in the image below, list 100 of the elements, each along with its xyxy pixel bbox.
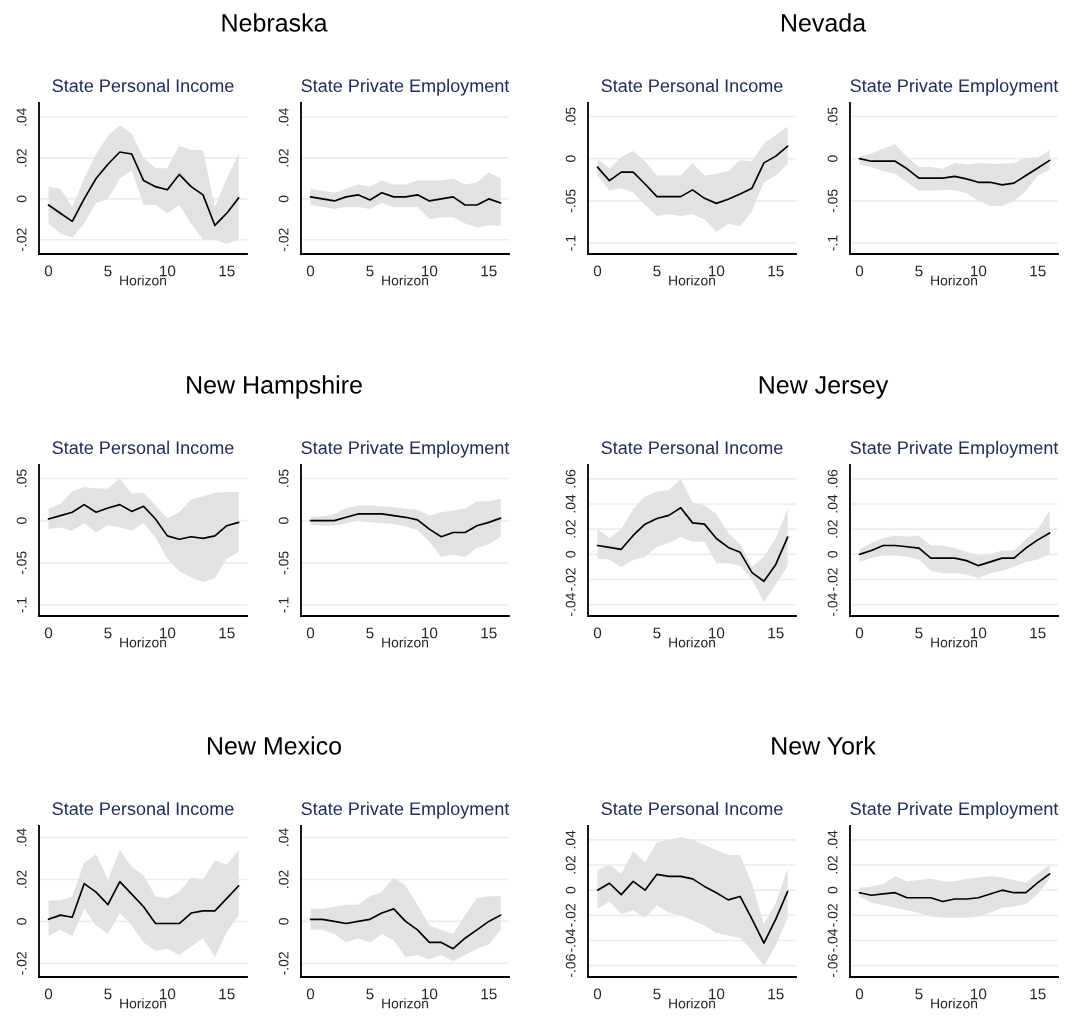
y-tick-label: .05 xyxy=(16,469,27,487)
x-tick-label: 10 xyxy=(709,265,725,277)
y-tick-label: -.02 xyxy=(278,952,289,975)
x-tick-label: 5 xyxy=(915,627,923,639)
line-series xyxy=(309,908,502,950)
x-tick-label: 0 xyxy=(44,627,53,639)
y-tick-label: 0 xyxy=(565,551,576,558)
chart-title: State Personal Income xyxy=(52,440,234,455)
y-tick-label: .04 xyxy=(278,108,289,126)
x-tick-label: 15 xyxy=(219,988,235,1000)
x-tick-label: 5 xyxy=(653,627,661,639)
y-tick-label: 0 xyxy=(16,195,27,203)
x-tick-label: 10 xyxy=(160,627,176,639)
y-tick-label: .02 xyxy=(278,149,289,167)
x-tick-label: 10 xyxy=(422,988,438,1000)
y-tick-label: -.02 xyxy=(827,904,838,927)
y-tick-label: .04 xyxy=(565,830,576,849)
x-axis-title: Horizon xyxy=(669,637,716,648)
y-tick-label: -.04 xyxy=(827,928,838,952)
x-tick-label: 0 xyxy=(593,265,602,277)
x-tick-label: 10 xyxy=(709,988,725,1000)
line-series xyxy=(596,145,789,205)
y-tick-label: -.1 xyxy=(278,597,289,613)
line-series xyxy=(596,873,789,944)
x-axis-title: Horizon xyxy=(382,998,429,1009)
chart-title: State Private Employment xyxy=(301,78,510,96)
x-tick-label: 5 xyxy=(653,988,661,1000)
x-tick-label: 0 xyxy=(44,265,53,277)
x-tick-label: 0 xyxy=(306,627,315,639)
y-tick-label: -.02 xyxy=(827,568,838,591)
x-tick-label: 0 xyxy=(855,988,864,1000)
line-series xyxy=(858,532,1051,567)
y-tick-label: -.06 xyxy=(827,954,838,978)
chart-title: State Private Employment xyxy=(301,801,510,819)
x-axis-title: Horizon xyxy=(120,637,167,648)
y-tick-label: 0 xyxy=(16,517,27,524)
chart-title: State Private Employment xyxy=(850,78,1059,96)
chart-title: State Private Employment xyxy=(301,440,510,458)
x-tick-label: 5 xyxy=(366,627,374,639)
chart-title: State Private Employment xyxy=(850,801,1059,819)
x-axis-title: Horizon xyxy=(120,275,167,286)
y-tick-label: 0 xyxy=(827,155,838,162)
y-tick-label: -.1 xyxy=(827,235,838,251)
x-tick-label: 5 xyxy=(653,265,661,277)
y-tick-label: 0 xyxy=(565,886,576,894)
y-tick-label: .04 xyxy=(16,108,27,126)
y-tick-label: -.02 xyxy=(565,904,576,927)
text: New Hampshire xyxy=(187,375,362,399)
x-tick-label: 10 xyxy=(160,988,176,1000)
y-tick-label: 0 xyxy=(565,155,576,162)
y-tick-label: 0 xyxy=(278,918,289,925)
y-tick-label: .05 xyxy=(278,469,289,487)
y-tick-label: .05 xyxy=(565,107,576,125)
x-tick-label: 5 xyxy=(104,627,112,639)
line-series xyxy=(309,513,502,538)
x-tick-label: 10 xyxy=(709,627,725,639)
x-tick-label: 15 xyxy=(768,988,784,1000)
x-tick-label: 10 xyxy=(422,265,438,277)
chart-title: State Private Employment xyxy=(850,440,1059,458)
x-tick-label: 15 xyxy=(768,265,784,277)
text: Nevada xyxy=(781,13,867,32)
x-tick-label: 0 xyxy=(306,265,315,277)
y-tick-label: -.05 xyxy=(565,189,576,213)
y-tick-label: .02 xyxy=(16,870,27,888)
y-tick-label: -.05 xyxy=(827,189,838,213)
x-tick-label: 0 xyxy=(855,265,864,277)
x-tick-label: 10 xyxy=(971,265,987,277)
y-tick-label: 0 xyxy=(827,551,838,558)
y-tick-label: .04 xyxy=(827,494,838,513)
y-tick-label: 0 xyxy=(16,918,27,925)
text: New Jersey xyxy=(759,376,889,399)
line-series xyxy=(309,191,502,206)
line-series xyxy=(858,157,1051,186)
y-tick-label: .06 xyxy=(827,469,838,488)
y-tick-label: .02 xyxy=(278,870,289,888)
y-tick-label: -.05 xyxy=(278,551,289,575)
x-axis-title: Horizon xyxy=(669,998,716,1009)
y-tick-label: -.1 xyxy=(16,597,27,613)
line-series xyxy=(858,872,1051,903)
x-tick-label: 5 xyxy=(915,265,923,277)
y-tick-label: -.02 xyxy=(16,228,27,252)
x-tick-label: 5 xyxy=(366,265,374,277)
y-tick-label: .04 xyxy=(827,830,838,849)
x-tick-label: 0 xyxy=(44,988,53,1000)
x-tick-label: 15 xyxy=(1030,627,1046,639)
y-tick-label: -.04 xyxy=(827,593,838,617)
x-tick-label: 10 xyxy=(971,988,987,1000)
x-tick-label: 5 xyxy=(366,988,374,1000)
y-tick-label: -.04 xyxy=(565,928,576,952)
y-tick-label: .02 xyxy=(827,856,838,874)
x-tick-label: 15 xyxy=(219,265,235,277)
text: New Mexico xyxy=(207,736,342,755)
x-tick-label: 5 xyxy=(104,265,112,277)
x-tick-label: 0 xyxy=(593,988,602,1000)
y-tick-label: .06 xyxy=(565,469,576,488)
y-tick-label: .02 xyxy=(565,856,576,874)
chart-title: State Personal Income xyxy=(52,78,234,93)
x-tick-label: 15 xyxy=(481,627,497,639)
line-series xyxy=(47,503,240,541)
x-tick-label: 0 xyxy=(855,627,864,639)
